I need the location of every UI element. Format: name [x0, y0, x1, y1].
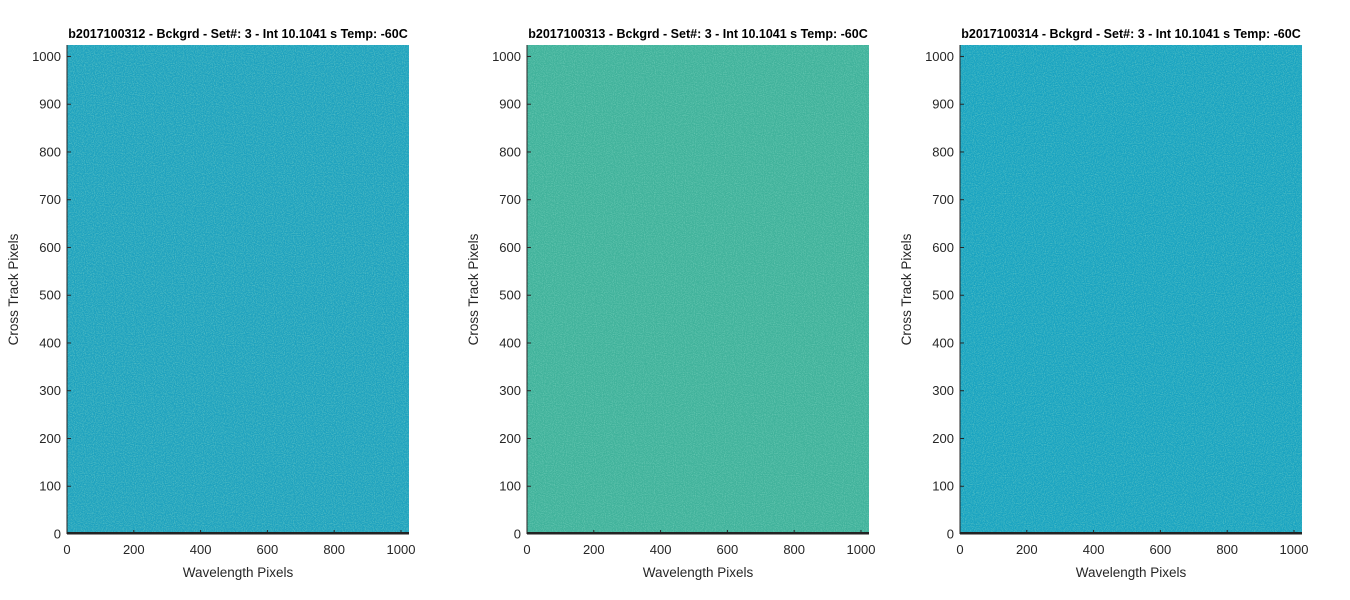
y-tick-label: 800 [932, 144, 954, 159]
y-tick-label: 400 [39, 335, 61, 350]
y-tick-label: 800 [499, 144, 521, 159]
y-tick-label: 100 [932, 479, 954, 494]
x-tick-label: 200 [583, 542, 605, 557]
x-tick-label: 600 [257, 542, 279, 557]
y-tick-label: 600 [499, 240, 521, 255]
x-tick-label: 1000 [847, 542, 876, 557]
y-tick-label: 900 [39, 97, 61, 112]
y-tick-label: 200 [39, 431, 61, 446]
y-tick-label: 900 [499, 97, 521, 112]
y-tick-label: 300 [39, 383, 61, 398]
x-tick-label: 600 [1150, 542, 1172, 557]
x-tick-label: 0 [63, 542, 70, 557]
y-tick-label: 600 [39, 240, 61, 255]
y-tick-label: 200 [499, 431, 521, 446]
y-tick-label: 0 [947, 527, 954, 542]
heatmap-panel-1: 0 200 400 600 800 1000 0 100 200 300 400 500 600 700 8… [6, 27, 415, 580]
x-tick-label: 800 [783, 542, 805, 557]
y-axis-label: Cross Track Pixels [899, 233, 914, 345]
heatmap-noise-texture [67, 45, 409, 534]
y-tick-label: 1000 [925, 49, 954, 64]
y-tick-label: 300 [499, 383, 521, 398]
x-tick-label: 0 [523, 542, 530, 557]
chart-title: b2017100314 - Bckgrd - Set#: 3 - Int 10.… [961, 27, 1301, 41]
y-tick-label: 700 [39, 192, 61, 207]
y-tick-label: 300 [932, 383, 954, 398]
x-tick-label: 400 [1083, 542, 1105, 557]
y-axis-label: Cross Track Pixels [6, 233, 21, 345]
heatmap-noise-texture [527, 45, 869, 534]
y-tick-label: 500 [39, 288, 61, 303]
chart-title: b2017100313 - Bckgrd - Set#: 3 - Int 10.… [528, 27, 868, 41]
y-tick-label: 200 [932, 431, 954, 446]
chart-title: b2017100312 - Bckgrd - Set#: 3 - Int 10.… [68, 27, 408, 41]
x-tick-label: 200 [123, 542, 145, 557]
x-axis-label: Wavelength Pixels [643, 565, 754, 580]
y-tick-label: 800 [39, 144, 61, 159]
heatmap-baseline-row [960, 532, 1302, 534]
y-tick-label: 700 [499, 192, 521, 207]
y-tick-label: 100 [499, 479, 521, 494]
heatmap-baseline-row [527, 532, 869, 534]
heatmap-baseline-row [67, 532, 409, 534]
y-tick-label: 1000 [32, 49, 61, 64]
y-tick-label: 400 [499, 335, 521, 350]
y-tick-label: 700 [932, 192, 954, 207]
y-tick-label: 1000 [492, 49, 521, 64]
y-tick-label: 500 [499, 288, 521, 303]
y-tick-label: 900 [932, 97, 954, 112]
x-axis-label: Wavelength Pixels [183, 565, 294, 580]
x-tick-label: 1000 [387, 542, 416, 557]
y-tick-label: 0 [54, 527, 61, 542]
heatmap-noise-texture [960, 45, 1302, 534]
x-tick-label: 1000 [1280, 542, 1309, 557]
x-tick-label: 400 [190, 542, 212, 557]
heatmap-panel-2: 0 200 400 600 800 1000 0 100 200 300 400 500 600 700 8… [466, 27, 875, 580]
x-tick-label: 0 [956, 542, 963, 557]
x-tick-label: 800 [323, 542, 345, 557]
x-tick-label: 600 [717, 542, 739, 557]
y-axis-label: Cross Track Pixels [466, 233, 481, 345]
heatmap-panel-3: 0 200 400 600 800 1000 0 100 200 300 400 500 600 700 8… [899, 27, 1308, 580]
x-tick-label: 400 [650, 542, 672, 557]
y-tick-label: 500 [932, 288, 954, 303]
x-axis-label: Wavelength Pixels [1076, 565, 1187, 580]
x-tick-label: 200 [1016, 542, 1038, 557]
y-tick-label: 0 [514, 527, 521, 542]
y-tick-label: 600 [932, 240, 954, 255]
y-tick-label: 400 [932, 335, 954, 350]
y-tick-label: 100 [39, 479, 61, 494]
x-tick-label: 800 [1216, 542, 1238, 557]
